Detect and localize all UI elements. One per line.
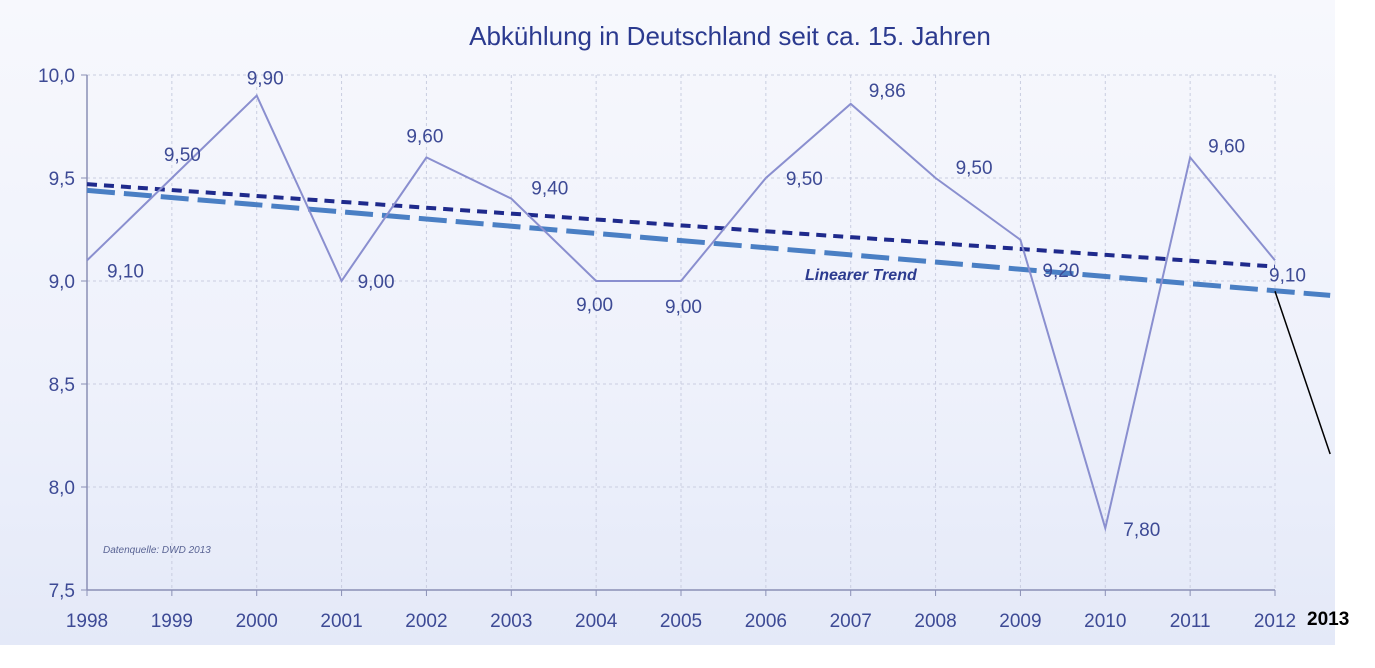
x-tick-label-8: 2006 [745, 611, 787, 632]
added-year-label: 2013 [1307, 609, 1349, 630]
trend-lines [86, 182, 1331, 298]
data-label-2009: 9,20 [1042, 261, 1079, 282]
y-tick-label-5: 10,0 [38, 66, 75, 87]
y-tick-label-2: 8,5 [49, 375, 75, 396]
y-tick-label-4: 9,5 [49, 169, 75, 190]
x-tick-label-14: 2012 [1254, 611, 1296, 632]
x-tick-label-0: 1998 [66, 611, 108, 632]
series-line [86, 93, 1276, 533]
source-note: Datenquelle: DWD 2013 [103, 545, 211, 556]
y-tick-label-0: 7,5 [49, 581, 75, 602]
chart-title: Abkühlung in Deutschland seit ca. 15. Ja… [469, 21, 991, 51]
data-label-1998: 9,10 [107, 261, 144, 282]
data-label-2002: 9,60 [406, 126, 443, 147]
x-tick-label-6: 2004 [575, 611, 618, 632]
x-tick-label-4: 2002 [405, 611, 447, 632]
data-label-2006: 9,50 [786, 169, 823, 190]
data-label-2004: 9,00 [576, 295, 613, 316]
data-label-2003: 9,40 [531, 179, 568, 200]
x-tick-label-2: 2000 [236, 611, 278, 632]
x-tick-label-5: 2003 [490, 611, 532, 632]
series-polyline [86, 93, 1276, 533]
added-drop-line [1274, 291, 1331, 455]
x-tick-label-1: 1999 [151, 611, 193, 632]
data-label-2011: 9,60 [1208, 136, 1245, 157]
axes [86, 75, 1275, 591]
x-tick-label-11: 2009 [999, 611, 1041, 632]
x-tick-label-7: 2005 [660, 611, 702, 632]
y-axis-ticks: 7,5 8,0 8,5 9,0 9,5 10,0 [38, 66, 87, 602]
trend-line-long-dash [86, 187, 1331, 298]
data-label-2001: 9,00 [358, 272, 395, 293]
data-label-1999: 9,50 [164, 145, 201, 166]
added-drop-annotation [1274, 291, 1331, 455]
data-label-2007: 9,86 [869, 81, 906, 102]
x-tick-label-10: 2008 [914, 611, 956, 632]
gridlines [87, 74, 1276, 590]
data-label-2000: 9,90 [247, 69, 284, 90]
trend-label: Linearer Trend [805, 267, 918, 284]
x-tick-label-13: 2011 [1170, 611, 1211, 632]
data-label-2010: 7,80 [1123, 520, 1160, 541]
data-label-2008: 9,50 [956, 158, 993, 179]
data-label-2012: 9,10 [1269, 265, 1306, 286]
y-tick-label-3: 9,0 [49, 272, 75, 293]
y-tick-label-1: 8,0 [49, 478, 75, 499]
chart-background [0, 0, 1335, 645]
x-tick-label-3: 2001 [320, 611, 362, 632]
x-tick-label-9: 2007 [830, 611, 872, 632]
x-tick-label-12: 2010 [1084, 611, 1126, 632]
x-axis-ticks: 1998 1999 2000 2001 2002 2003 2004 2005 2006 2007… [66, 590, 1296, 632]
data-label-2005: 9,00 [665, 297, 702, 318]
trend-line-short-dash [86, 182, 1276, 269]
data-labels: 9,10 9,50 9,90 9,00 9,60 9,40 9,00 9,00 9,50 9,86… [107, 69, 1306, 542]
